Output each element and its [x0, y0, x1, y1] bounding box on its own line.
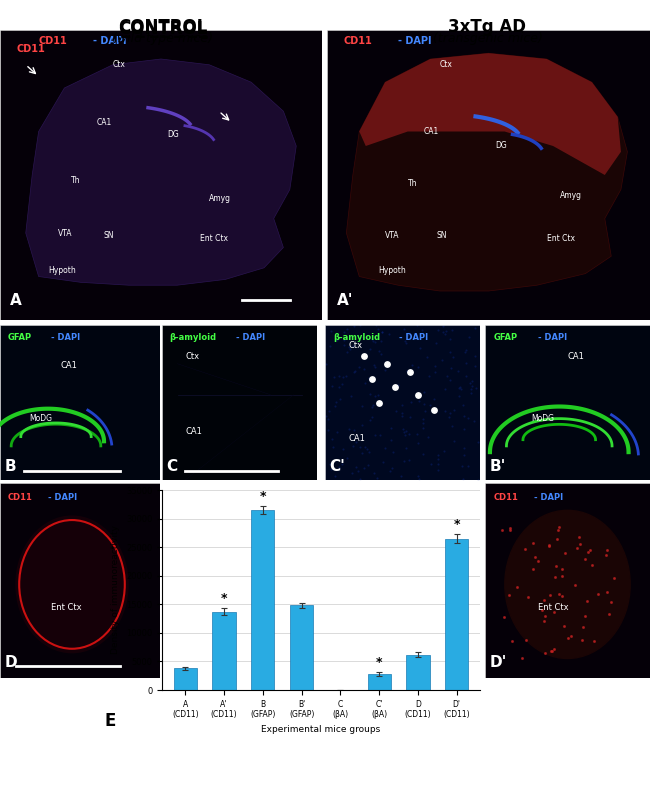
Text: *: *: [221, 592, 228, 605]
Text: - DAPI: - DAPI: [399, 333, 428, 341]
Bar: [213, 611, 236, 690]
Bar: [445, 539, 469, 690]
Text: *: *: [454, 517, 460, 530]
Text: CD11: CD11: [343, 36, 372, 46]
Bar: [251, 510, 274, 690]
Point: [463, 27, 473, 40]
Point: [552, 247, 563, 260]
Text: 3xTg AD: 3xTg AD: [448, 18, 526, 36]
Text: C': C': [330, 459, 346, 474]
Polygon shape: [26, 59, 296, 285]
Text: Ctx: Ctx: [348, 341, 363, 350]
Text: Amyg: Amyg: [209, 194, 231, 203]
Text: VTA: VTA: [385, 231, 400, 240]
Text: DG: DG: [168, 130, 179, 139]
Bar: [406, 654, 430, 690]
Text: SN: SN: [437, 231, 447, 240]
Text: CA1: CA1: [185, 427, 202, 436]
Text: CD11: CD11: [38, 36, 68, 46]
Text: B: B: [5, 459, 16, 474]
Text: A: A: [10, 294, 21, 308]
Bar: [290, 606, 313, 690]
Text: - DAPI: - DAPI: [534, 493, 564, 502]
Text: VTA: VTA: [58, 229, 72, 238]
Text: Ent Ctx: Ent Ctx: [51, 603, 82, 611]
Text: (transgenic mice): (transgenic mice): [432, 32, 543, 45]
Text: CA1: CA1: [97, 118, 112, 127]
Text: Hypoth: Hypoth: [48, 266, 76, 275]
Text: Ent Ctx: Ent Ctx: [538, 603, 568, 611]
Text: Hypoth: Hypoth: [379, 266, 406, 275]
Text: β-amyloid: β-amyloid: [333, 333, 380, 341]
Text: C: C: [166, 459, 178, 474]
Point: [596, 192, 606, 205]
Polygon shape: [359, 54, 621, 175]
Point: [449, 297, 460, 310]
Text: - DAPI: - DAPI: [237, 333, 265, 341]
Text: CA1: CA1: [567, 352, 584, 361]
Circle shape: [505, 510, 630, 659]
Text: E: E: [105, 712, 116, 730]
Text: D': D': [490, 655, 507, 670]
Text: D: D: [5, 655, 18, 670]
Text: - DAPI: - DAPI: [48, 493, 77, 502]
Point: [470, 94, 480, 107]
Text: CONTROL: CONTROL: [118, 18, 207, 36]
Point: [525, 281, 535, 294]
Circle shape: [16, 516, 128, 653]
Text: MoDG: MoDG: [29, 414, 52, 423]
Text: CA1: CA1: [348, 434, 365, 444]
Text: *: *: [376, 656, 382, 669]
Text: CD11: CD11: [8, 493, 33, 502]
Text: CA1: CA1: [424, 127, 439, 136]
Text: Th: Th: [408, 179, 417, 188]
Text: A': A': [337, 294, 353, 308]
Text: - DAPI: - DAPI: [51, 333, 81, 341]
Text: B': B': [490, 459, 506, 474]
Text: - DAPI: - DAPI: [538, 333, 567, 341]
Text: Ent Ctx: Ent Ctx: [547, 234, 575, 243]
Text: β-amyloid: β-amyloid: [170, 333, 217, 341]
Point: [441, 251, 452, 264]
Point: [487, 362, 497, 375]
Text: Ctx: Ctx: [440, 60, 453, 69]
Text: C̲O̲N̲T̲R̲O̲L̲: C̲O̲N̲T̲R̲O̲L̲: [118, 20, 207, 38]
Text: CD11: CD11: [493, 493, 518, 502]
Point: [560, 116, 571, 129]
Text: DG: DG: [495, 141, 507, 151]
Text: MoDG: MoDG: [531, 414, 554, 423]
Y-axis label: Density of immunoreactivity: Density of immunoreactivity: [111, 526, 120, 654]
Text: - DAPI: - DAPI: [94, 36, 127, 46]
Text: Th: Th: [71, 176, 81, 185]
Text: *: *: [259, 490, 266, 503]
Text: (wild type mice): (wild type mice): [112, 32, 213, 45]
Text: Ctx: Ctx: [185, 352, 200, 361]
Text: Ent Ctx: Ent Ctx: [200, 234, 227, 243]
Text: Amyg: Amyg: [560, 191, 582, 200]
Point: [643, 333, 650, 346]
Text: GFAP: GFAP: [8, 333, 32, 341]
Text: - DAPI: - DAPI: [398, 36, 432, 46]
Bar: [367, 674, 391, 690]
Text: SN: SN: [103, 231, 114, 240]
Text: CA1: CA1: [61, 362, 78, 371]
Polygon shape: [346, 54, 627, 291]
Text: CD11: CD11: [16, 45, 45, 54]
Text: Ctx: Ctx: [112, 60, 125, 69]
X-axis label: Experimental mice groups: Experimental mice groups: [261, 725, 381, 734]
Text: GFAP: GFAP: [493, 333, 517, 341]
Bar: [174, 668, 197, 690]
